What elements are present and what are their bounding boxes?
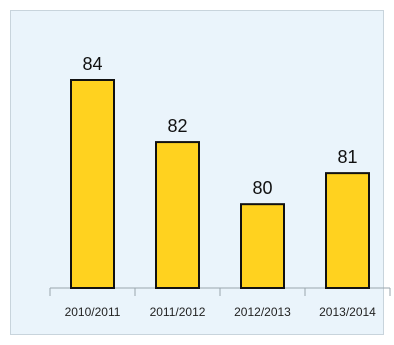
data-label: 82 [167,116,187,136]
data-label: 80 [252,178,272,198]
bar-2013/2014 [325,172,370,289]
x-tick-label: 2011/2012 [150,305,206,319]
bar-2011/2012 [155,141,200,289]
bar-2010/2011 [70,79,115,289]
bar-2012/2013 [240,203,285,289]
x-tick-label: 2013/2014 [319,305,376,319]
x-tick-label: 2010/2011 [65,305,121,319]
data-label: 84 [82,54,102,74]
x-tick-label: 2012/2013 [234,305,291,319]
data-label: 81 [337,147,357,167]
